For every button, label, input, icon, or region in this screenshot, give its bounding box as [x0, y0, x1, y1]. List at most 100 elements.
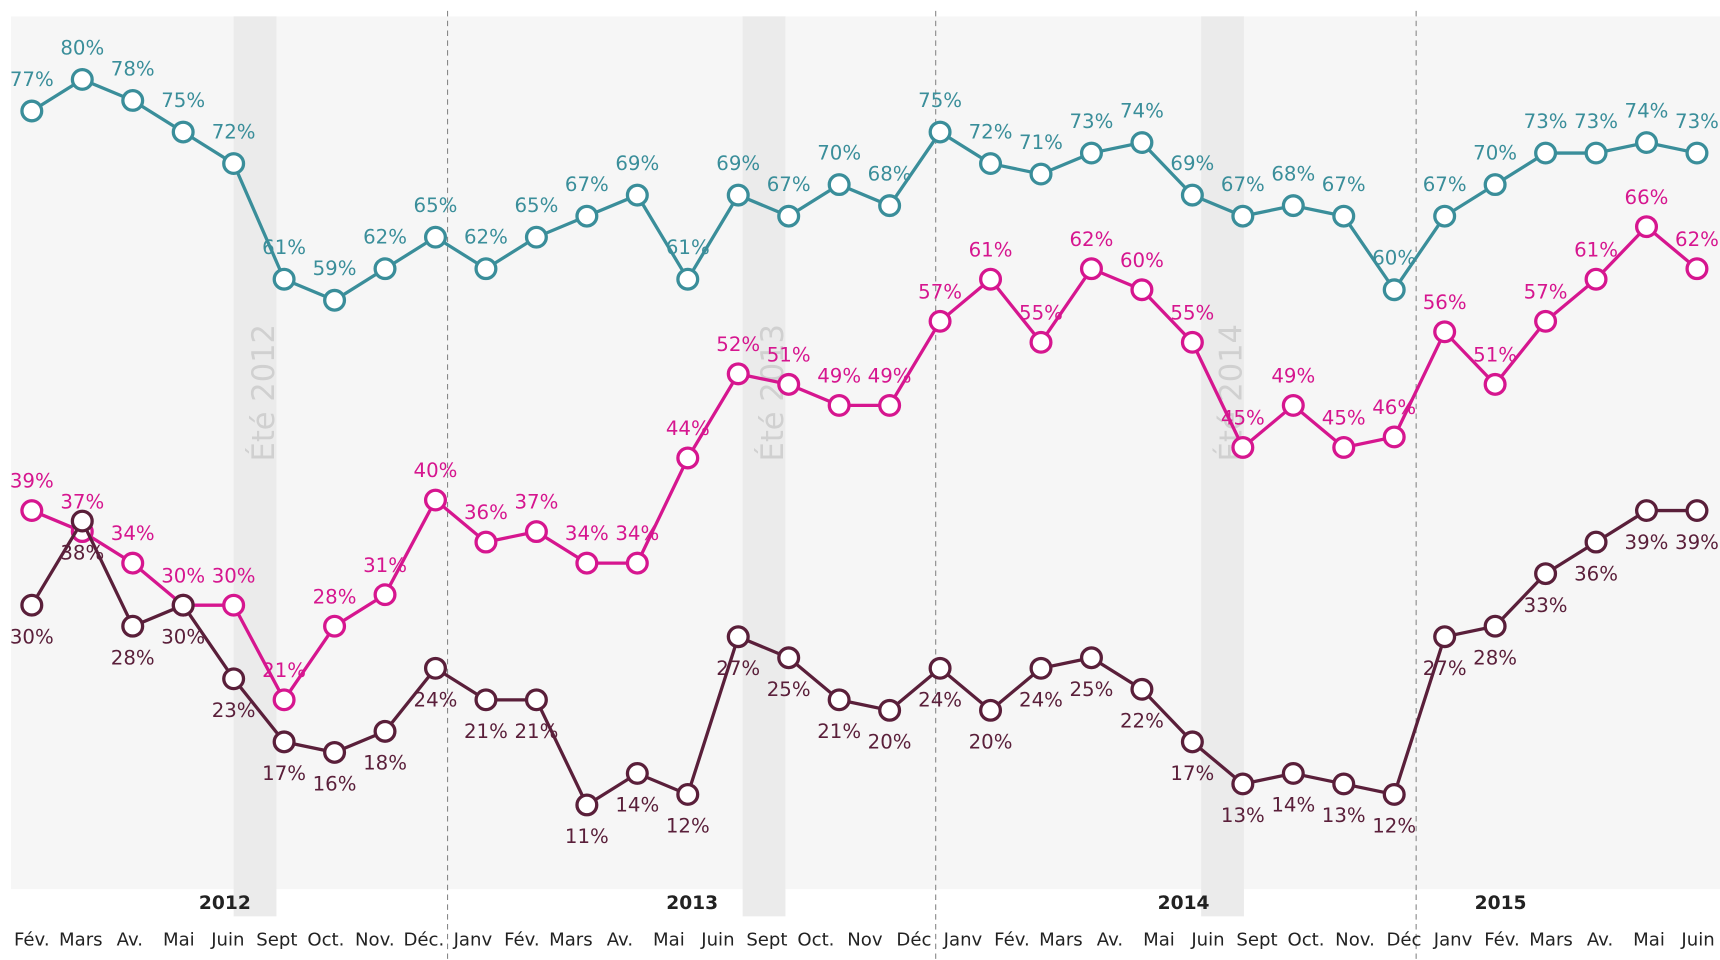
- x-tick-label: Fév.: [14, 929, 50, 950]
- data-point: [20, 499, 44, 523]
- data-label: 68%: [868, 163, 912, 186]
- x-tick-label: Sept: [746, 929, 787, 950]
- data-point: [1130, 677, 1154, 701]
- data-point: [625, 761, 649, 785]
- data-point: [878, 194, 902, 218]
- data-label: 55%: [1019, 301, 1063, 324]
- data-point: [878, 698, 902, 722]
- x-tick-label: Juin: [1680, 929, 1714, 950]
- data-point: [121, 89, 145, 112]
- data-label: 28%: [1473, 646, 1517, 669]
- data-label: 39%: [1625, 531, 1669, 554]
- data-label: 28%: [111, 646, 155, 669]
- data-point: [171, 593, 195, 617]
- x-tick-label: Mars: [549, 929, 593, 950]
- data-label: 61%: [666, 236, 710, 259]
- year-label: 2012: [199, 893, 251, 914]
- x-tick-label: Fév.: [994, 929, 1030, 950]
- data-point: [323, 740, 347, 764]
- data-label: 31%: [363, 554, 407, 577]
- data-label: 74%: [1120, 100, 1164, 123]
- data-point: [827, 393, 851, 417]
- data-label: 52%: [716, 333, 760, 356]
- data-point: [1685, 499, 1709, 523]
- data-label: 45%: [1221, 407, 1265, 430]
- data-label: 37%: [514, 491, 558, 514]
- data-label: 22%: [1120, 710, 1164, 733]
- data-point: [726, 362, 750, 386]
- x-tick-label: Mars: [1529, 929, 1573, 950]
- data-point: [1534, 141, 1558, 165]
- data-label: 73%: [1574, 110, 1618, 133]
- data-point: [1584, 530, 1608, 554]
- data-label: 67%: [1221, 173, 1265, 196]
- data-label: 13%: [1221, 804, 1265, 827]
- data-point: [1483, 173, 1507, 197]
- data-point: [323, 614, 347, 638]
- data-point: [1332, 772, 1356, 796]
- data-point: [171, 120, 195, 144]
- data-point: [979, 267, 1003, 291]
- data-point: [928, 656, 952, 680]
- data-point: [121, 551, 145, 575]
- data-point: [272, 730, 296, 754]
- data-label: 61%: [1574, 238, 1618, 261]
- data-label: 67%: [1322, 173, 1366, 196]
- x-tick-label: Janv: [1433, 929, 1473, 950]
- data-label: 49%: [1271, 365, 1315, 388]
- x-tick-label: Déc.: [404, 929, 445, 950]
- data-point: [1130, 131, 1154, 154]
- data-label: 55%: [1170, 301, 1214, 324]
- data-label: 12%: [1372, 815, 1416, 838]
- data-point: [1483, 372, 1507, 396]
- data-point: [928, 120, 952, 144]
- data-point: [1382, 278, 1406, 302]
- data-point: [1231, 772, 1255, 796]
- data-label: 59%: [313, 257, 357, 280]
- data-label: 14%: [1271, 794, 1315, 817]
- x-tick-label: Av.: [117, 929, 143, 950]
- data-label: 17%: [1170, 762, 1214, 785]
- data-point: [1584, 141, 1608, 165]
- data-label: 77%: [10, 68, 54, 91]
- data-point: [1433, 320, 1457, 344]
- data-point: [1685, 141, 1709, 165]
- data-point: [373, 257, 397, 281]
- data-point: [474, 257, 498, 281]
- data-label: 78%: [111, 57, 155, 80]
- data-label: 61%: [969, 238, 1013, 261]
- data-label: 62%: [464, 226, 508, 249]
- data-point: [423, 656, 448, 680]
- data-label: 24%: [918, 689, 962, 712]
- data-point: [1382, 783, 1406, 806]
- data-point: [575, 204, 599, 228]
- x-tick-label: Juin: [700, 929, 734, 950]
- data-point: [1382, 425, 1406, 449]
- data-label: 66%: [1625, 186, 1669, 209]
- x-tick-label: Oct.: [307, 929, 344, 950]
- x-tick-label: Oct.: [797, 929, 834, 950]
- data-point: [70, 67, 94, 91]
- data-label: 30%: [10, 625, 54, 648]
- data-label: 46%: [1372, 396, 1416, 419]
- data-label: 56%: [1423, 291, 1467, 314]
- data-point: [70, 509, 94, 533]
- data-label: 62%: [1070, 228, 1114, 251]
- x-tick-label: Fév.: [1484, 929, 1520, 950]
- data-label: 20%: [868, 731, 912, 754]
- data-point: [1332, 436, 1356, 459]
- data-label: 75%: [161, 89, 205, 112]
- data-label: 71%: [1019, 131, 1063, 154]
- data-label: 61%: [262, 236, 306, 259]
- data-point: [423, 488, 448, 512]
- data-point: [878, 393, 902, 417]
- data-point: [777, 204, 801, 228]
- x-tick-label: Mars: [1039, 929, 1083, 950]
- data-point: [524, 520, 548, 544]
- data-label: 51%: [1473, 344, 1517, 367]
- data-label: 73%: [1524, 110, 1568, 133]
- x-tick-label: Sept: [256, 929, 297, 950]
- data-point: [827, 173, 851, 197]
- data-point: [777, 372, 801, 396]
- data-label: 36%: [464, 501, 508, 524]
